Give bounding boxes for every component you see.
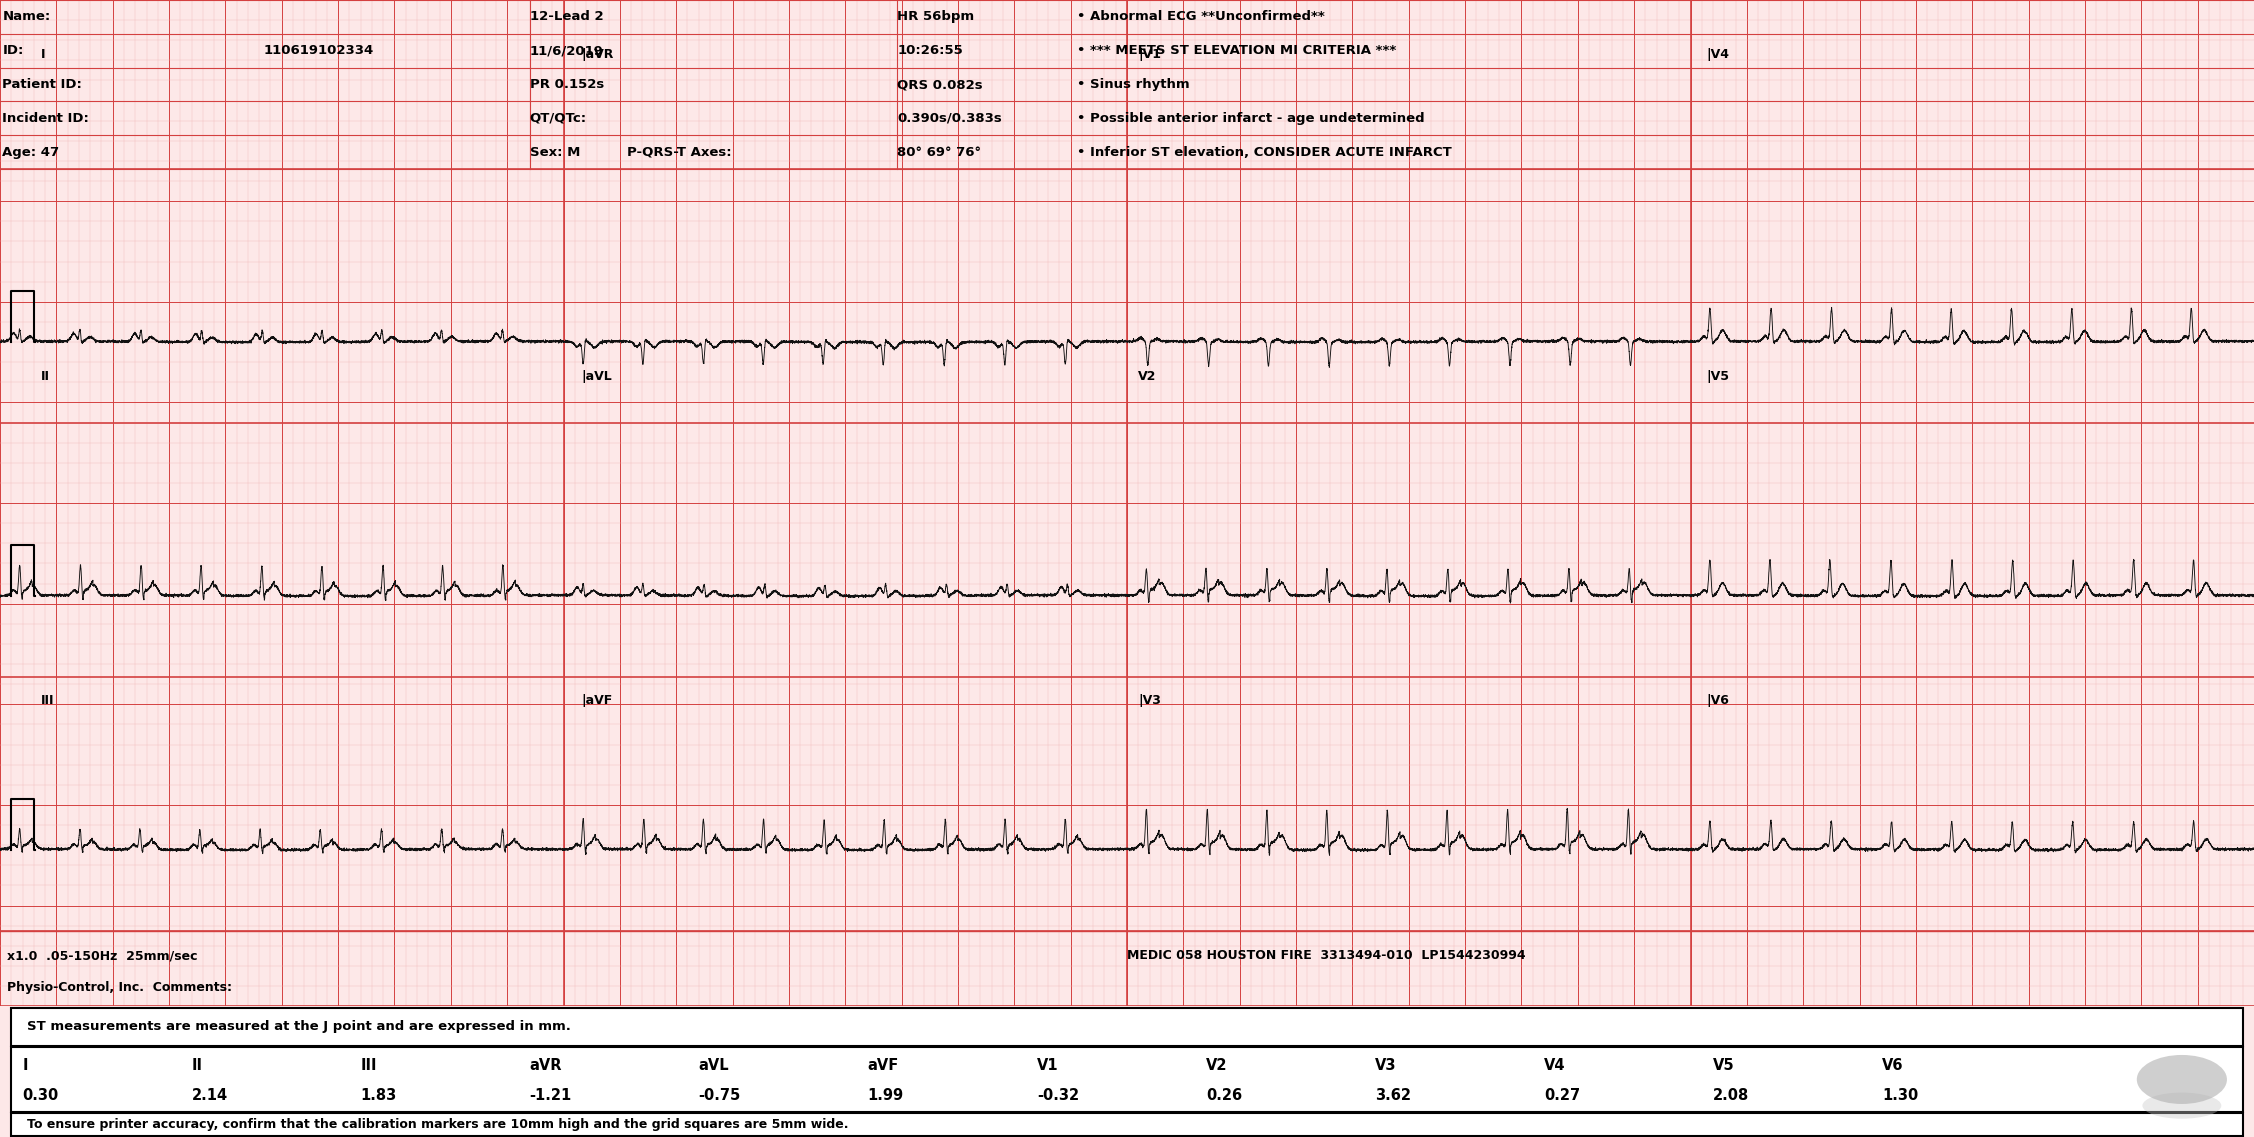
Text: To ensure printer accuracy, confirm that the calibration markers are 10mm high a: To ensure printer accuracy, confirm that… [27, 1119, 848, 1131]
Text: Sex: M: Sex: M [530, 146, 579, 159]
Text: |V1: |V1 [1138, 48, 1161, 61]
Text: V3: V3 [1375, 1057, 1397, 1072]
Bar [11, 1113, 2243, 1136]
Text: • *** MEETS ST ELEVATION MI CRITERIA ***: • *** MEETS ST ELEVATION MI CRITERIA *** [1077, 44, 1397, 57]
Text: Age: 47: Age: 47 [2, 146, 59, 159]
Text: II: II [192, 1057, 203, 1072]
Text: 1.99: 1.99 [868, 1088, 904, 1103]
Text: • Abnormal ECG **Unconfirmed**: • Abnormal ECG **Unconfirmed** [1077, 10, 1325, 24]
Text: 1.30: 1.30 [1882, 1088, 1918, 1103]
Text: Incident ID:: Incident ID: [2, 111, 90, 125]
Text: |V4: |V4 [1706, 48, 1729, 61]
Text: Physio-Control, Inc.  Comments:: Physio-Control, Inc. Comments: [7, 981, 232, 994]
Ellipse shape [2141, 1093, 2222, 1119]
Text: • Possible anterior infarct - age undetermined: • Possible anterior infarct - age undete… [1077, 111, 1425, 125]
Text: V6: V6 [1882, 1057, 1905, 1072]
Text: |aVR: |aVR [582, 48, 613, 61]
Bar [11, 1047, 2243, 1112]
Text: 10:26:55: 10:26:55 [897, 44, 962, 57]
Text: P-QRS-T Axes:: P-QRS-T Axes: [627, 146, 730, 159]
Text: III: III [41, 695, 54, 707]
Text: V5: V5 [1713, 1057, 1736, 1072]
Text: 0.30: 0.30 [23, 1088, 59, 1103]
Text: x1.0  .05-150Hz  25mm/sec: x1.0 .05-150Hz 25mm/sec [7, 949, 198, 962]
Text: QT/QTc:: QT/QTc: [530, 111, 586, 125]
Text: |V3: |V3 [1138, 695, 1161, 707]
Ellipse shape [2137, 1055, 2227, 1104]
Text: 1.83: 1.83 [361, 1088, 397, 1103]
Text: ST measurements are measured at the J point and are expressed in mm.: ST measurements are measured at the J po… [27, 1020, 570, 1034]
Text: -0.75: -0.75 [699, 1088, 742, 1103]
Text: I: I [41, 48, 45, 61]
Text: V1: V1 [1037, 1057, 1059, 1072]
Text: I: I [23, 1057, 27, 1072]
Text: Name:: Name: [2, 10, 50, 24]
Text: |aVL: |aVL [582, 371, 613, 383]
Text: III: III [361, 1057, 376, 1072]
Text: 3.62: 3.62 [1375, 1088, 1411, 1103]
Text: QRS 0.082s: QRS 0.082s [897, 78, 983, 91]
Text: |V6: |V6 [1706, 695, 1729, 707]
Text: • Sinus rhythm: • Sinus rhythm [1077, 78, 1190, 91]
Text: 0.27: 0.27 [1544, 1088, 1580, 1103]
Text: • Inferior ST elevation, CONSIDER ACUTE INFARCT: • Inferior ST elevation, CONSIDER ACUTE … [1077, 146, 1452, 159]
Text: II: II [41, 371, 50, 383]
Bar [11, 1007, 2243, 1046]
Text: V4: V4 [1544, 1057, 1567, 1072]
Text: 12-Lead 2: 12-Lead 2 [530, 10, 604, 24]
Text: -1.21: -1.21 [530, 1088, 573, 1103]
Text: |aVF: |aVF [582, 695, 613, 707]
Text: V2: V2 [1138, 371, 1156, 383]
Text: V2: V2 [1206, 1057, 1228, 1072]
Text: 80° 69° 76°: 80° 69° 76° [897, 146, 980, 159]
Text: 2.14: 2.14 [192, 1088, 228, 1103]
Text: aVR: aVR [530, 1057, 561, 1072]
Text: -0.32: -0.32 [1037, 1088, 1080, 1103]
Text: 0.26: 0.26 [1206, 1088, 1242, 1103]
Text: 2.08: 2.08 [1713, 1088, 1749, 1103]
Text: Patient ID:: Patient ID: [2, 78, 81, 91]
Text: PR 0.152s: PR 0.152s [530, 78, 604, 91]
Text: aVF: aVF [868, 1057, 899, 1072]
Text: aVL: aVL [699, 1057, 730, 1072]
Text: 110619102334: 110619102334 [264, 44, 374, 57]
Text: HR 56bpm: HR 56bpm [897, 10, 974, 24]
Text: 0.390s/0.383s: 0.390s/0.383s [897, 111, 1001, 125]
Text: |V5: |V5 [1706, 371, 1729, 383]
Text: MEDIC 058 HOUSTON FIRE  3313494-010  LP1544230994: MEDIC 058 HOUSTON FIRE 3313494-010 LP154… [1127, 949, 1526, 962]
Text: ID:: ID: [2, 44, 23, 57]
Text: 11/6/2019: 11/6/2019 [530, 44, 604, 57]
